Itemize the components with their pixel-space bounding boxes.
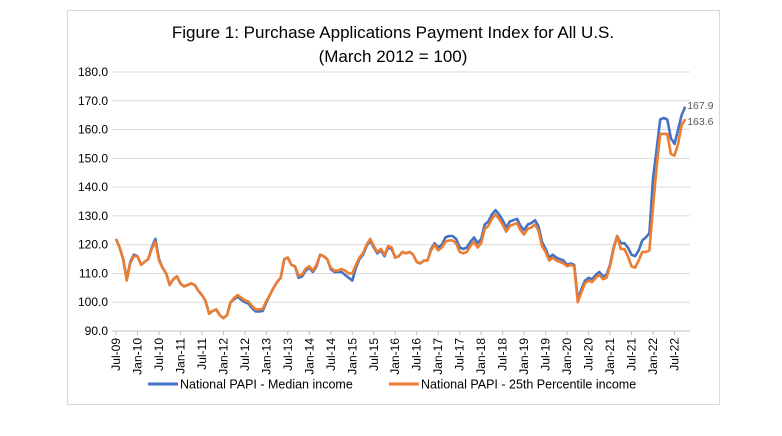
x-tick-label: Jul-14 — [324, 338, 338, 371]
x-tick-label: Jul-21 — [625, 338, 639, 371]
x-tick-label: Jul-15 — [367, 338, 381, 371]
x-tick-label: Jan-12 — [216, 338, 230, 375]
y-tick-label: 100.0 — [78, 295, 108, 309]
series-line-25th-percentile — [114, 118, 687, 320]
y-axis-ticks: 90.0 100.0 110.0 120.0 130.0 140.0 150.0 160.0 1… — [78, 65, 108, 338]
gridlines — [112, 71, 690, 332]
y-tick-label: 130.0 — [78, 209, 108, 223]
x-tick-label: Jan-17 — [431, 338, 445, 375]
x-tick-label: Jan-18 — [474, 338, 488, 375]
end-label-25th-percentile: 163.6 — [687, 116, 713, 128]
y-tick-label: 120.0 — [78, 238, 108, 252]
x-tick-label: Jan-19 — [517, 338, 531, 375]
x-axis-ticks: Jul-09 Jan-10 Jul-10 Jan-11 Jul-11 Jan-12 Jul-… — [109, 331, 681, 375]
x-tick-label: Jul-11 — [195, 338, 209, 370]
y-tick-label: 140.0 — [78, 180, 108, 194]
x-tick-label: Jan-15 — [345, 338, 359, 375]
x-tick-label: Jul-17 — [453, 338, 467, 371]
x-tick-label: Jul-20 — [582, 338, 596, 371]
y-tick-label: 90.0 — [85, 324, 109, 338]
x-tick-label: Jan-11 — [173, 338, 187, 374]
series-lines — [114, 106, 687, 320]
x-tick-label: Jul-19 — [539, 338, 553, 371]
x-tick-label: Jul-16 — [410, 338, 424, 371]
series-line-median — [114, 106, 687, 320]
chart-frame — [67, 10, 720, 405]
x-tick-label: Jan-13 — [259, 338, 273, 375]
chart-title: Figure 1: Purchase Applications Payment … — [172, 23, 614, 42]
x-tick-label: Jan-16 — [388, 338, 402, 375]
y-tick-label: 180.0 — [78, 65, 108, 79]
legend: National PAPI - Median income National PA… — [148, 378, 636, 392]
x-tick-label: Jul-09 — [109, 338, 123, 371]
x-tick-label: Jul-12 — [238, 338, 252, 371]
x-tick-label: Jan-14 — [302, 338, 316, 375]
y-tick-label: 170.0 — [78, 94, 108, 108]
x-tick-label: Jan-20 — [560, 338, 574, 375]
legend-label: National PAPI - 25th Percentile income — [421, 378, 636, 392]
x-tick-label: Jul-18 — [496, 338, 510, 371]
x-tick-label: Jul-22 — [667, 338, 681, 371]
x-tick-label: Jan-22 — [646, 338, 660, 375]
end-label-median: 167.9 — [687, 100, 713, 112]
legend-label: National PAPI - Median income — [180, 378, 353, 392]
y-tick-label: 150.0 — [78, 151, 108, 165]
x-tick-label: Jan-10 — [130, 338, 144, 375]
chart-subtitle: (March 2012 = 100) — [319, 47, 468, 66]
y-tick-label: 110.0 — [79, 266, 108, 280]
x-tick-label: Jul-13 — [281, 338, 295, 371]
end-labels: 167.9 163.6 — [687, 100, 713, 128]
x-tick-label: Jul-10 — [152, 338, 166, 371]
y-tick-label: 160.0 — [78, 123, 108, 137]
x-tick-label: Jan-21 — [603, 338, 617, 375]
